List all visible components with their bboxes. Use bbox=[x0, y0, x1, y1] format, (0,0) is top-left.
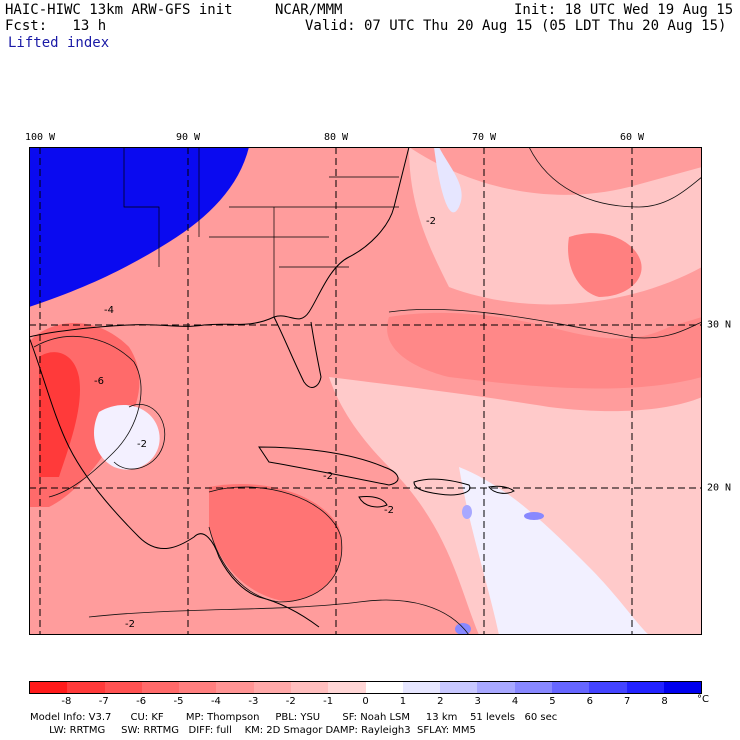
contour-label: -2 bbox=[137, 439, 147, 450]
colorbar-cell bbox=[253, 682, 291, 693]
map-frame bbox=[29, 147, 702, 635]
colorbar-tick-label: -8 bbox=[61, 696, 72, 707]
puerto-rico-outline bbox=[488, 485, 515, 494]
contour-minus4 bbox=[33, 335, 142, 498]
colorbar-cell bbox=[440, 682, 478, 693]
colorbar-tick-label: -1 bbox=[323, 696, 334, 707]
positive-li-region bbox=[459, 467, 649, 635]
colorbar-cell bbox=[551, 682, 590, 693]
lon-label-60w: 60 W bbox=[619, 132, 645, 143]
model-info-line2: LW: RRTMG SW: RRTMG DIFF: full KM: 2D Sm… bbox=[30, 725, 476, 736]
us-state-lines bbox=[123, 147, 399, 317]
colorbar-cell bbox=[626, 682, 664, 693]
colorbar-cell bbox=[216, 682, 254, 693]
field-name: Lifted index bbox=[8, 35, 110, 51]
colorbar-tick-label: -6 bbox=[136, 696, 147, 707]
colorbar-tick-label: 0 bbox=[362, 696, 369, 707]
colorbar-cell bbox=[141, 682, 180, 693]
forecast-hour: Fcst: 13 h bbox=[5, 18, 107, 34]
colorbar-cell bbox=[365, 682, 403, 693]
lat-lon-grid bbox=[29, 147, 702, 635]
colorbar-tick-label: 3 bbox=[474, 696, 481, 707]
stable-patch-hispaniola bbox=[462, 505, 472, 519]
model-title: HAIC-HIWC 13km ARW-GFS init bbox=[5, 2, 233, 18]
cuba-outline bbox=[258, 446, 399, 486]
colorbar-cell bbox=[589, 682, 627, 693]
valid-time: Valid: 07 UTC Thu 20 Aug 15 (05 LDT Thu … bbox=[305, 18, 727, 34]
state-borders bbox=[123, 147, 399, 317]
lat-label-20n: 20 N bbox=[707, 482, 732, 494]
gulf-honduras-unstable bbox=[209, 483, 342, 602]
hispaniola-outline bbox=[413, 478, 471, 496]
contour-minus2-gulf bbox=[113, 404, 166, 470]
lon-label-100w: 100 W bbox=[24, 132, 56, 143]
stable-core-northwest bbox=[29, 147, 249, 307]
lon-label-80w: 80 W bbox=[323, 132, 349, 143]
texas-core-unstable bbox=[39, 352, 80, 477]
colorbar-cell bbox=[179, 682, 217, 693]
contour-atlantic bbox=[388, 308, 702, 339]
gulf-stable-pocket bbox=[94, 404, 160, 470]
contour-label: -4 bbox=[104, 305, 114, 316]
colorbar-tick-label: -3 bbox=[248, 696, 259, 707]
colorbar-tick-label: -7 bbox=[98, 696, 109, 707]
lon-label-70w: 70 W bbox=[471, 132, 497, 143]
contour-lines bbox=[33, 147, 702, 635]
colorbar-tick-label: 4 bbox=[511, 696, 519, 707]
mexico-central-america-coast bbox=[29, 336, 320, 628]
colorbar-tick-label: 8 bbox=[661, 696, 668, 707]
colorbar-unit: °C bbox=[697, 694, 709, 705]
atlantic-white-streak bbox=[434, 147, 462, 213]
model-info-line1: Model Info: V3.7 CU: KF MP: Thompson PBL… bbox=[30, 712, 558, 723]
colorbar-tick-label: 1 bbox=[399, 696, 407, 707]
contour-minus4-honduras bbox=[208, 486, 343, 603]
colorbar-cell bbox=[477, 682, 515, 693]
init-time: Init: 18 UTC Wed 19 Aug 15 bbox=[514, 2, 734, 18]
contour-label: -2 bbox=[426, 216, 436, 227]
colorbar-tick-label: 2 bbox=[437, 696, 444, 707]
colorbar-tick-label: 5 bbox=[549, 696, 556, 707]
contour-northeast bbox=[528, 147, 702, 208]
colorbar-cell bbox=[290, 682, 329, 693]
stable-patch-south bbox=[455, 623, 471, 635]
lon-label-90w: 90 W bbox=[175, 132, 201, 143]
colorbar-cell bbox=[328, 682, 366, 693]
colorbar bbox=[29, 681, 702, 694]
atlantic-unstable-band bbox=[387, 312, 702, 389]
org-label: NCAR/MMM bbox=[275, 2, 343, 18]
atlantic-unstable-cell bbox=[568, 233, 642, 297]
colorbar-cell bbox=[104, 682, 142, 693]
lifted-index-map: -2 -4 -6 -2 -2 -2 -2 bbox=[29, 147, 702, 635]
colorbar-cell bbox=[402, 682, 441, 693]
colorbar-cell bbox=[514, 682, 552, 693]
contour-south bbox=[88, 599, 470, 635]
colorbar-tick-label: -4 bbox=[210, 696, 221, 707]
colorbar-tick-label: 7 bbox=[624, 696, 631, 707]
lat-label-30n: 30 N bbox=[707, 319, 732, 331]
florida-outline bbox=[273, 316, 322, 388]
colorbar-cell bbox=[30, 682, 68, 693]
colorbar-tick-label: 6 bbox=[586, 696, 594, 707]
colorbar-cell bbox=[67, 682, 105, 693]
colorbar-tick-label: -2 bbox=[285, 696, 296, 707]
contour-label: -2 bbox=[125, 619, 135, 630]
colorbar-cell bbox=[663, 682, 702, 693]
contour-label: -2 bbox=[384, 505, 394, 516]
stable-patch-caribbean bbox=[524, 512, 544, 520]
contour-label: -6 bbox=[94, 376, 104, 387]
jamaica-outline bbox=[358, 496, 388, 508]
colorbar-tick-label: -5 bbox=[173, 696, 184, 707]
contour-label: -2 bbox=[323, 471, 333, 482]
